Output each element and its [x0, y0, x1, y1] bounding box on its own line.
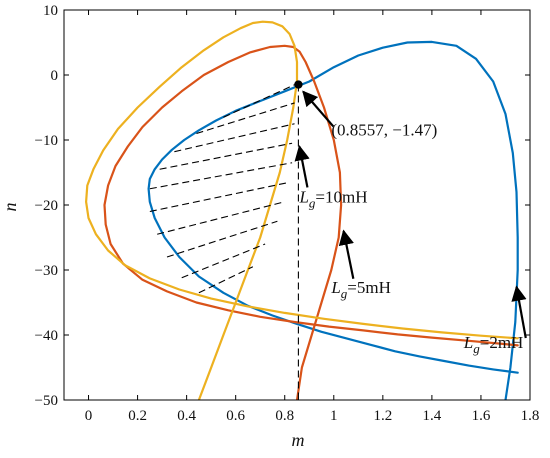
annotation-l10: Lg=10mH: [298, 187, 367, 210]
hatch-line-1: [196, 102, 295, 135]
y-tick-label: −20: [35, 198, 58, 214]
hatch-line-9: [198, 266, 254, 294]
x-tick-label: 0: [85, 408, 93, 424]
x-tick-label: 0.8: [275, 408, 294, 424]
series-line-lg2: [147, 40, 519, 400]
hatch-line-7: [166, 220, 278, 258]
x-tick-label: 1.4: [423, 408, 442, 424]
hatch-line-5: [149, 181, 290, 213]
x-tick-label: 0.6: [226, 408, 245, 424]
x-tick-label: 0.4: [177, 408, 196, 424]
hatch-layer: [149, 84, 295, 294]
y-tick-label: −10: [35, 133, 58, 149]
annotation-l5: Lg=5mH: [330, 278, 391, 301]
annotation-l2: Lg=2mH: [463, 333, 524, 356]
annotation-pt: (0.8557, −1.47): [331, 120, 437, 139]
y-tick-label: −30: [35, 263, 58, 279]
annotations-layer: (0.8557, −1.47) Lg=10mH Lg=5mH Lg=2mH: [294, 90, 527, 356]
x-axis-label: m: [292, 430, 305, 450]
annotation-arrow-pt: [302, 90, 335, 128]
y-tick-label: 10: [43, 3, 58, 19]
x-tick-label: 1.2: [373, 408, 392, 424]
point-layer: [294, 80, 303, 89]
curves-layer: [85, 20, 519, 400]
x-tick-label: 0.2: [128, 408, 147, 424]
y-tick-label: −50: [35, 393, 58, 409]
hatch-line-0: [223, 84, 295, 118]
annotation-arrow-l5: [338, 229, 355, 279]
y-axis-label: n: [0, 203, 20, 212]
boundary-point: [294, 80, 303, 89]
x-tick-label: 1.8: [521, 408, 540, 424]
y-tick-label: 0: [51, 68, 59, 84]
hatch-line-8: [181, 243, 266, 279]
y-axis-ticks: 10 0 −10 −20 −30 −40 −50: [35, 3, 530, 409]
series-line-lg10: [85, 20, 519, 400]
y-tick-label: −40: [35, 328, 58, 344]
x-tick-label: 1: [330, 408, 338, 424]
annotation-arrow-l2: [511, 285, 527, 339]
series-line-lg5: [103, 44, 519, 400]
x-axis-ticks: 0 0.2 0.4 0.6 0.8 1 1.2 1.4 1.6 1.8: [85, 10, 540, 424]
hatch-line-3: [159, 142, 293, 170]
x-tick-label: 1.6: [472, 408, 491, 424]
hatch-line-2: [174, 123, 295, 153]
annotation-arrow-l10: [294, 144, 310, 188]
hatch-line-4: [149, 162, 293, 190]
